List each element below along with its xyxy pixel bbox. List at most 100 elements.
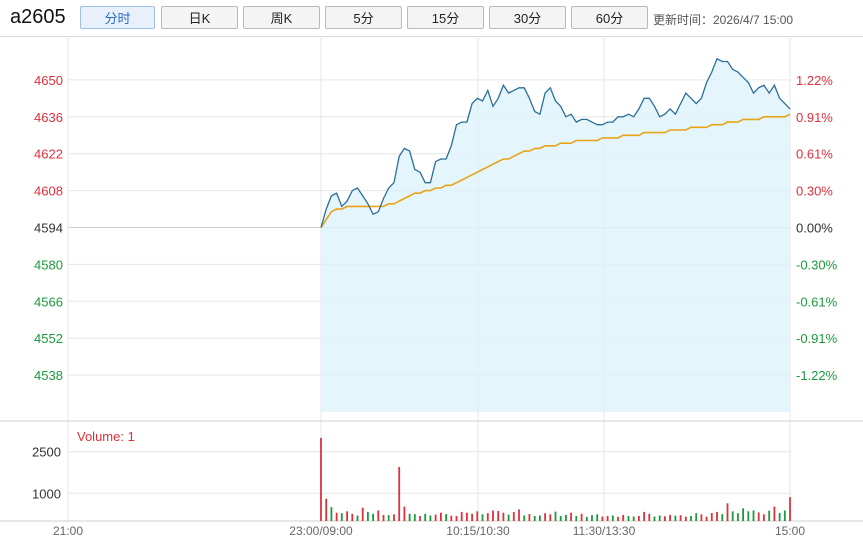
volume-bar <box>606 516 609 521</box>
volume-bar <box>632 516 635 521</box>
volume-bar <box>710 513 713 521</box>
x-axis-labels: 21:00 23:00/09:00 10:15/10:30 11:30/13:30 15… <box>53 524 805 537</box>
x-tick-label: 15:00 <box>775 524 805 537</box>
y-tick-right: 0.00% <box>796 221 833 236</box>
volume-bar <box>789 497 791 521</box>
volume-bar <box>591 515 593 521</box>
price-line <box>320 57 791 228</box>
volume-bar <box>742 508 744 521</box>
volume-bar <box>330 507 333 521</box>
volume-bars <box>320 437 791 521</box>
volume-bar <box>356 515 359 521</box>
volume-bar <box>627 516 630 521</box>
y-tick-right: -1.22% <box>796 368 838 383</box>
volume-bar <box>335 512 338 521</box>
volume-bar <box>700 514 703 521</box>
volume-bar <box>481 514 484 521</box>
volume-bar <box>617 516 619 521</box>
symbol-title: a2605 <box>10 6 66 28</box>
volume-bar <box>658 515 661 521</box>
volume-bar <box>554 511 557 521</box>
y-tick-left: 4552 <box>34 331 63 346</box>
volume-bar <box>387 515 390 521</box>
volume-label: Volume: 1 <box>77 429 135 444</box>
volume-bar <box>684 516 687 521</box>
volume-bar <box>476 511 479 521</box>
volume-bar <box>643 511 645 521</box>
volume-bar <box>596 514 599 521</box>
volume-bar <box>638 516 640 521</box>
update-time: 更新时间：2026/4/7 15:00 <box>653 13 794 27</box>
volume-tick: 1000 <box>32 486 61 501</box>
volume-bar <box>512 512 515 521</box>
volume-bar <box>497 511 500 521</box>
y-tick-left: 4608 <box>34 184 63 199</box>
volume-bar <box>580 513 583 521</box>
volume-bar <box>664 516 666 521</box>
volume-bar <box>340 513 343 521</box>
tab-15min[interactable]: 15分 <box>407 6 484 29</box>
volume-bar <box>450 515 453 521</box>
volume-bar <box>559 516 562 521</box>
volume-bar <box>408 513 411 521</box>
volume-bar <box>419 516 421 521</box>
y-tick-right: 1.22% <box>796 73 833 88</box>
y-tick-left: 4580 <box>34 257 63 272</box>
volume-bar <box>773 506 776 521</box>
volume-bar <box>367 511 369 521</box>
volume-bar <box>440 512 442 521</box>
volume-bar <box>351 513 354 521</box>
volume-bar <box>372 513 374 521</box>
tab-weekly-k[interactable]: 周K <box>243 6 320 29</box>
volume-bar <box>445 514 447 521</box>
volume-bar <box>320 437 322 521</box>
tab-daily-k[interactable]: 日K <box>161 6 238 29</box>
volume-bar <box>434 514 437 521</box>
volume-bar <box>622 514 625 521</box>
y-tick-left: 4538 <box>34 368 63 383</box>
volume-tick: 2500 <box>32 445 61 460</box>
volume-bar <box>585 516 588 521</box>
y-tick-right: -0.61% <box>796 294 838 309</box>
y-tick-right: 0.91% <box>796 110 833 125</box>
volume-bar <box>361 507 364 521</box>
volume-bar <box>763 514 765 521</box>
volume-bar <box>393 514 395 521</box>
x-tick-label: 23:00/09:00 <box>289 524 353 537</box>
volume-bar <box>752 510 755 521</box>
y-tick-left: 4622 <box>34 147 63 162</box>
volume-bar <box>492 510 494 521</box>
x-tick-label: 10:15/10:30 <box>446 524 510 537</box>
average-price-line <box>320 113 791 228</box>
tab-60min[interactable]: 60分 <box>571 6 648 29</box>
tab-30min[interactable]: 30分 <box>489 6 566 29</box>
volume-bar <box>721 514 724 521</box>
volume-bar <box>747 511 750 521</box>
volume-bar <box>523 515 526 521</box>
tab-5min[interactable]: 5分 <box>325 6 402 29</box>
y-axis-left-labels: 4650 4636 4622 4608 4594 4580 4566 4552 4538 <box>34 73 63 383</box>
volume-bar <box>403 506 406 521</box>
volume-bar <box>471 513 473 521</box>
volume-bar <box>455 516 458 521</box>
x-tick-label: 21:00 <box>53 524 83 537</box>
volume-bar <box>737 513 739 521</box>
volume-bar <box>413 514 416 521</box>
volume-bar <box>768 510 771 521</box>
volume-bar <box>570 512 572 521</box>
volume-bar <box>466 512 468 521</box>
volume-bar <box>575 516 578 521</box>
y-tick-left: 4636 <box>34 110 63 125</box>
pane-separator <box>0 420 863 522</box>
tab-intraday[interactable]: 分时 <box>80 6 155 29</box>
volume-bar <box>705 516 708 521</box>
x-tick-label: 11:30/13:30 <box>573 524 636 537</box>
y-tick-right: -0.91% <box>796 331 838 346</box>
volume-bar <box>377 510 380 521</box>
volume-bar <box>502 512 505 521</box>
volume-bar <box>716 511 718 521</box>
volume-bar <box>669 514 671 521</box>
volume-bar <box>648 513 651 521</box>
volume-bar <box>507 514 510 521</box>
